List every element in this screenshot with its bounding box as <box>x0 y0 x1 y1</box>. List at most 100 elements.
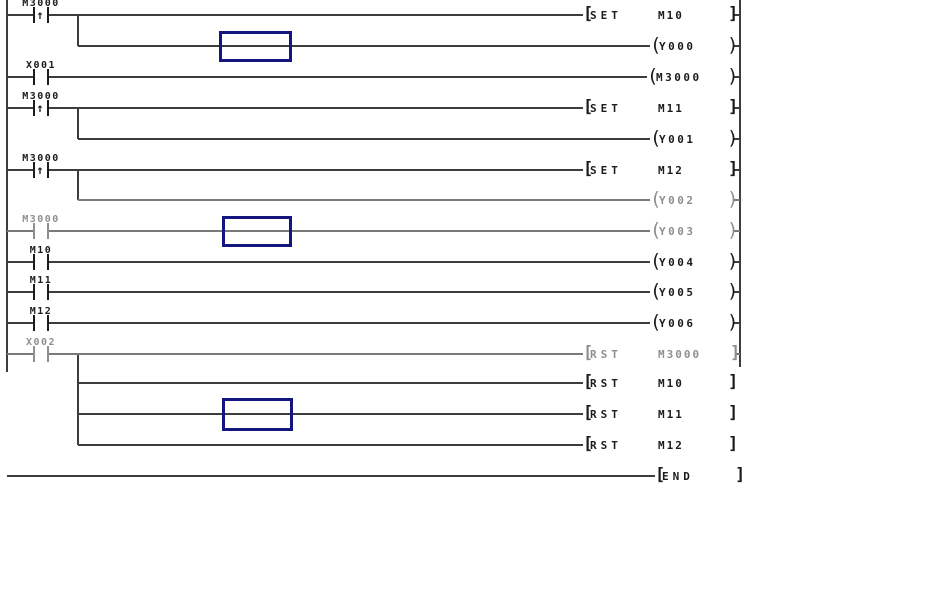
instruction-set-m12[interactable]: [SET M12] <box>583 159 739 179</box>
coil-close-paren: ) <box>727 188 739 210</box>
instruction-rst-m10[interactable]: [RST M10] <box>583 372 739 392</box>
contact-x001[interactable]: X001 <box>11 61 71 86</box>
contact-m3000[interactable]: ↑ M3000 <box>11 92 71 117</box>
selection-cursor-box[interactable] <box>219 31 292 62</box>
coil-m3000[interactable]: (M3000) <box>647 65 738 87</box>
rung-wire <box>733 76 740 78</box>
instruction-open-bracket: [ <box>583 343 594 363</box>
contact-bar-left <box>33 346 35 362</box>
contact-label: M3000 <box>22 153 60 164</box>
contact-bar-right <box>47 346 49 362</box>
coil-label: Y006 <box>659 317 696 330</box>
rung-wire <box>733 138 740 140</box>
instruction-opcode: SET <box>590 9 622 22</box>
coil-label: Y000 <box>659 40 696 53</box>
contact-label: M3000 <box>22 214 60 225</box>
instruction-end[interactable]: [END] <box>655 465 746 485</box>
rung-wire <box>7 353 33 355</box>
contact-m3000[interactable]: ↑ M3000 <box>11 0 71 24</box>
contact-m3000[interactable]: M3000 <box>11 215 71 240</box>
contact-bar-right <box>47 223 49 239</box>
instruction-operand: M11 <box>658 408 684 421</box>
instruction-opcode: RST <box>590 377 622 390</box>
contact-m11[interactable]: M11 <box>11 276 71 301</box>
contact-bar-left <box>33 254 35 270</box>
instruction-rst-m12[interactable]: [RST M12] <box>583 434 739 454</box>
coil-open-paren: ( <box>650 311 662 333</box>
coil-y004[interactable]: (Y004) <box>650 252 738 272</box>
rung-wire <box>49 169 583 171</box>
contact-bar-right <box>47 315 49 331</box>
rung-wire <box>7 261 33 263</box>
contact-bar-left <box>33 100 35 116</box>
rung-wire <box>733 45 740 47</box>
coil-open-paren: ( <box>650 34 662 56</box>
contact-m10[interactable]: M10 <box>11 246 71 271</box>
instruction-close-bracket: ] <box>728 372 739 392</box>
instruction-opcode: SET <box>590 102 622 115</box>
selection-cursor-box[interactable] <box>222 398 293 431</box>
rung-wire <box>7 14 33 16</box>
branch-wire <box>77 170 79 200</box>
instruction-set-m11[interactable]: [SET M11] <box>583 99 738 117</box>
coil-open-paren: ( <box>647 65 659 87</box>
coil-open-paren: ( <box>650 188 662 210</box>
instruction-open-bracket: [ <box>583 4 594 24</box>
instruction-open-bracket: [ <box>583 403 594 423</box>
coil-y001[interactable]: (Y001) <box>650 127 738 149</box>
instruction-opcode: SET <box>590 164 622 177</box>
rung-wire <box>49 261 650 263</box>
coil-close-paren: ) <box>727 34 739 56</box>
contact-label: M12 <box>29 306 53 317</box>
contact-bar-right <box>47 162 49 178</box>
contact-m3000[interactable]: ↑ M3000 <box>11 154 71 179</box>
coil-label: M3000 <box>656 71 702 84</box>
contact-x002[interactable]: X002 <box>11 338 71 363</box>
instruction-open-bracket: [ <box>583 434 594 454</box>
coil-y005[interactable]: (Y005) <box>650 280 739 302</box>
contact-label: M11 <box>29 275 53 286</box>
contact-bar-left <box>33 7 35 23</box>
contact-bar-right <box>47 284 49 300</box>
coil-close-paren: ) <box>727 280 739 302</box>
selection-cursor-box[interactable] <box>222 216 292 247</box>
contact-m12[interactable]: M12 <box>11 307 71 332</box>
instruction-close-bracket: ] <box>728 159 739 179</box>
rung-wire <box>78 45 650 47</box>
coil-y006[interactable]: (Y006) <box>650 311 738 333</box>
rung-wire <box>49 76 647 78</box>
coil-label: Y001 <box>659 133 696 146</box>
rung-wire <box>733 291 740 293</box>
coil-y003[interactable]: (Y003) <box>650 219 738 241</box>
instruction-close-bracket: ] <box>728 434 739 454</box>
instruction-set-m10[interactable]: [SET M10] <box>583 4 738 24</box>
rising-edge-icon: ↑ <box>36 8 44 22</box>
coil-label: Y004 <box>659 256 696 269</box>
rung-wire <box>734 14 740 16</box>
instruction-opcode: RST <box>590 408 622 421</box>
instruction-open-bracket: [ <box>655 465 666 485</box>
rung-wire <box>734 169 740 171</box>
instruction-close-bracket: ] <box>730 343 741 363</box>
rung-wire <box>49 353 583 355</box>
instruction-rst-m3000[interactable]: [RST M3000] <box>583 343 741 363</box>
rung-wire <box>49 14 583 16</box>
coil-y002[interactable]: (Y002) <box>650 188 739 210</box>
instruction-opcode: RST <box>590 439 622 452</box>
rung-wire <box>7 291 33 293</box>
rung-wire <box>49 107 583 109</box>
contact-bar-left <box>33 284 35 300</box>
branch-wire <box>77 354 79 445</box>
rung-wire <box>733 230 740 232</box>
instruction-rst-m11[interactable]: [RST M11] <box>583 403 738 423</box>
coil-y000[interactable]: (Y000) <box>650 34 739 56</box>
coil-open-paren: ( <box>650 219 662 241</box>
rung-wire <box>733 261 740 263</box>
rung-wire <box>49 322 650 324</box>
instruction-close-bracket: ] <box>735 465 746 485</box>
rising-edge-icon: ↑ <box>36 101 44 115</box>
coil-open-paren: ( <box>650 127 662 149</box>
rung-wire <box>736 353 740 355</box>
contact-bar-right <box>47 7 49 23</box>
